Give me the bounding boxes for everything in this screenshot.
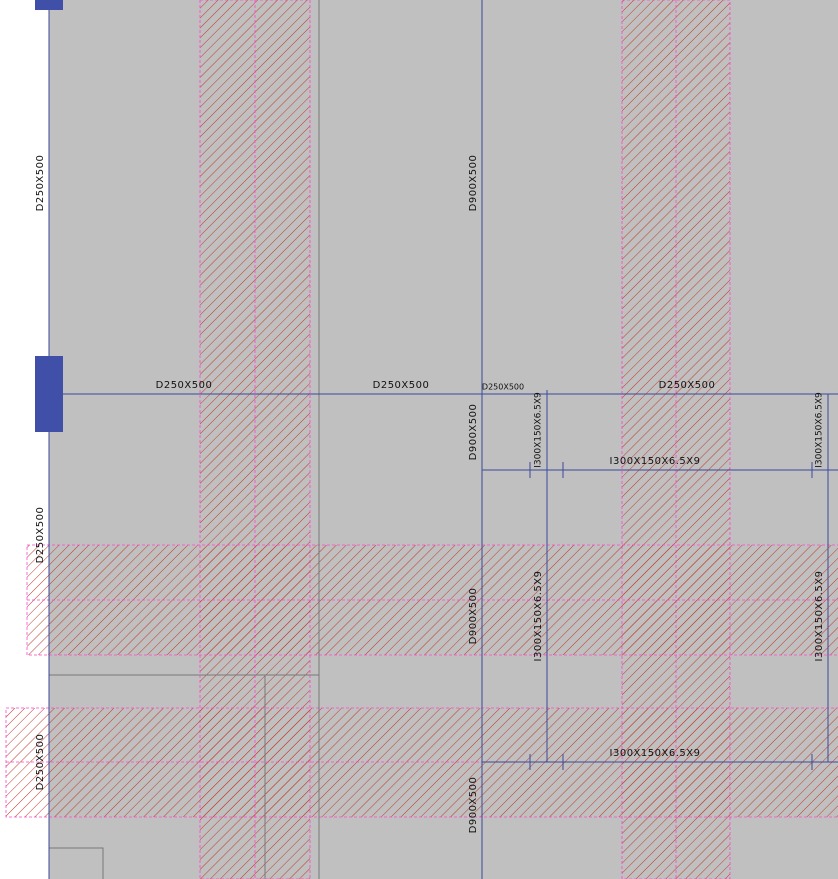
hatched-bands	[5, 0, 838, 879]
steel-label: I300X150X6.5X9	[610, 748, 701, 759]
steel-label: I300X150X6.5X9	[534, 392, 544, 468]
line	[49, 847, 104, 879]
steel-label: I300X150X6.5X9	[533, 571, 544, 662]
beam-label: D250X500	[35, 507, 46, 564]
grid-lines	[48, 0, 838, 879]
beam-label: D250X500	[156, 380, 213, 391]
beam-label: D250X500	[373, 380, 430, 391]
beam-label: D250X500	[659, 380, 716, 391]
beam-label: D250X500	[482, 383, 524, 392]
beam-label: D900X500	[468, 155, 479, 212]
ticks	[529, 462, 813, 770]
steel-label: I300X150X6.5X9	[814, 571, 825, 662]
beam-label: D900X500	[468, 588, 479, 645]
beam-label: D250X500	[35, 155, 46, 212]
column	[35, 356, 63, 432]
beam-label: D900X500	[468, 404, 479, 461]
beam-label: D900X500	[468, 777, 479, 834]
steel-label: I300X150X6.5X9	[610, 456, 701, 467]
column	[35, 0, 63, 10]
labels: D250X500 D250X500 D250X500 D900X500 D900…	[35, 155, 825, 834]
steel-label: I300X150X6.5X9	[815, 392, 825, 468]
beam-label: D250X500	[35, 734, 46, 791]
